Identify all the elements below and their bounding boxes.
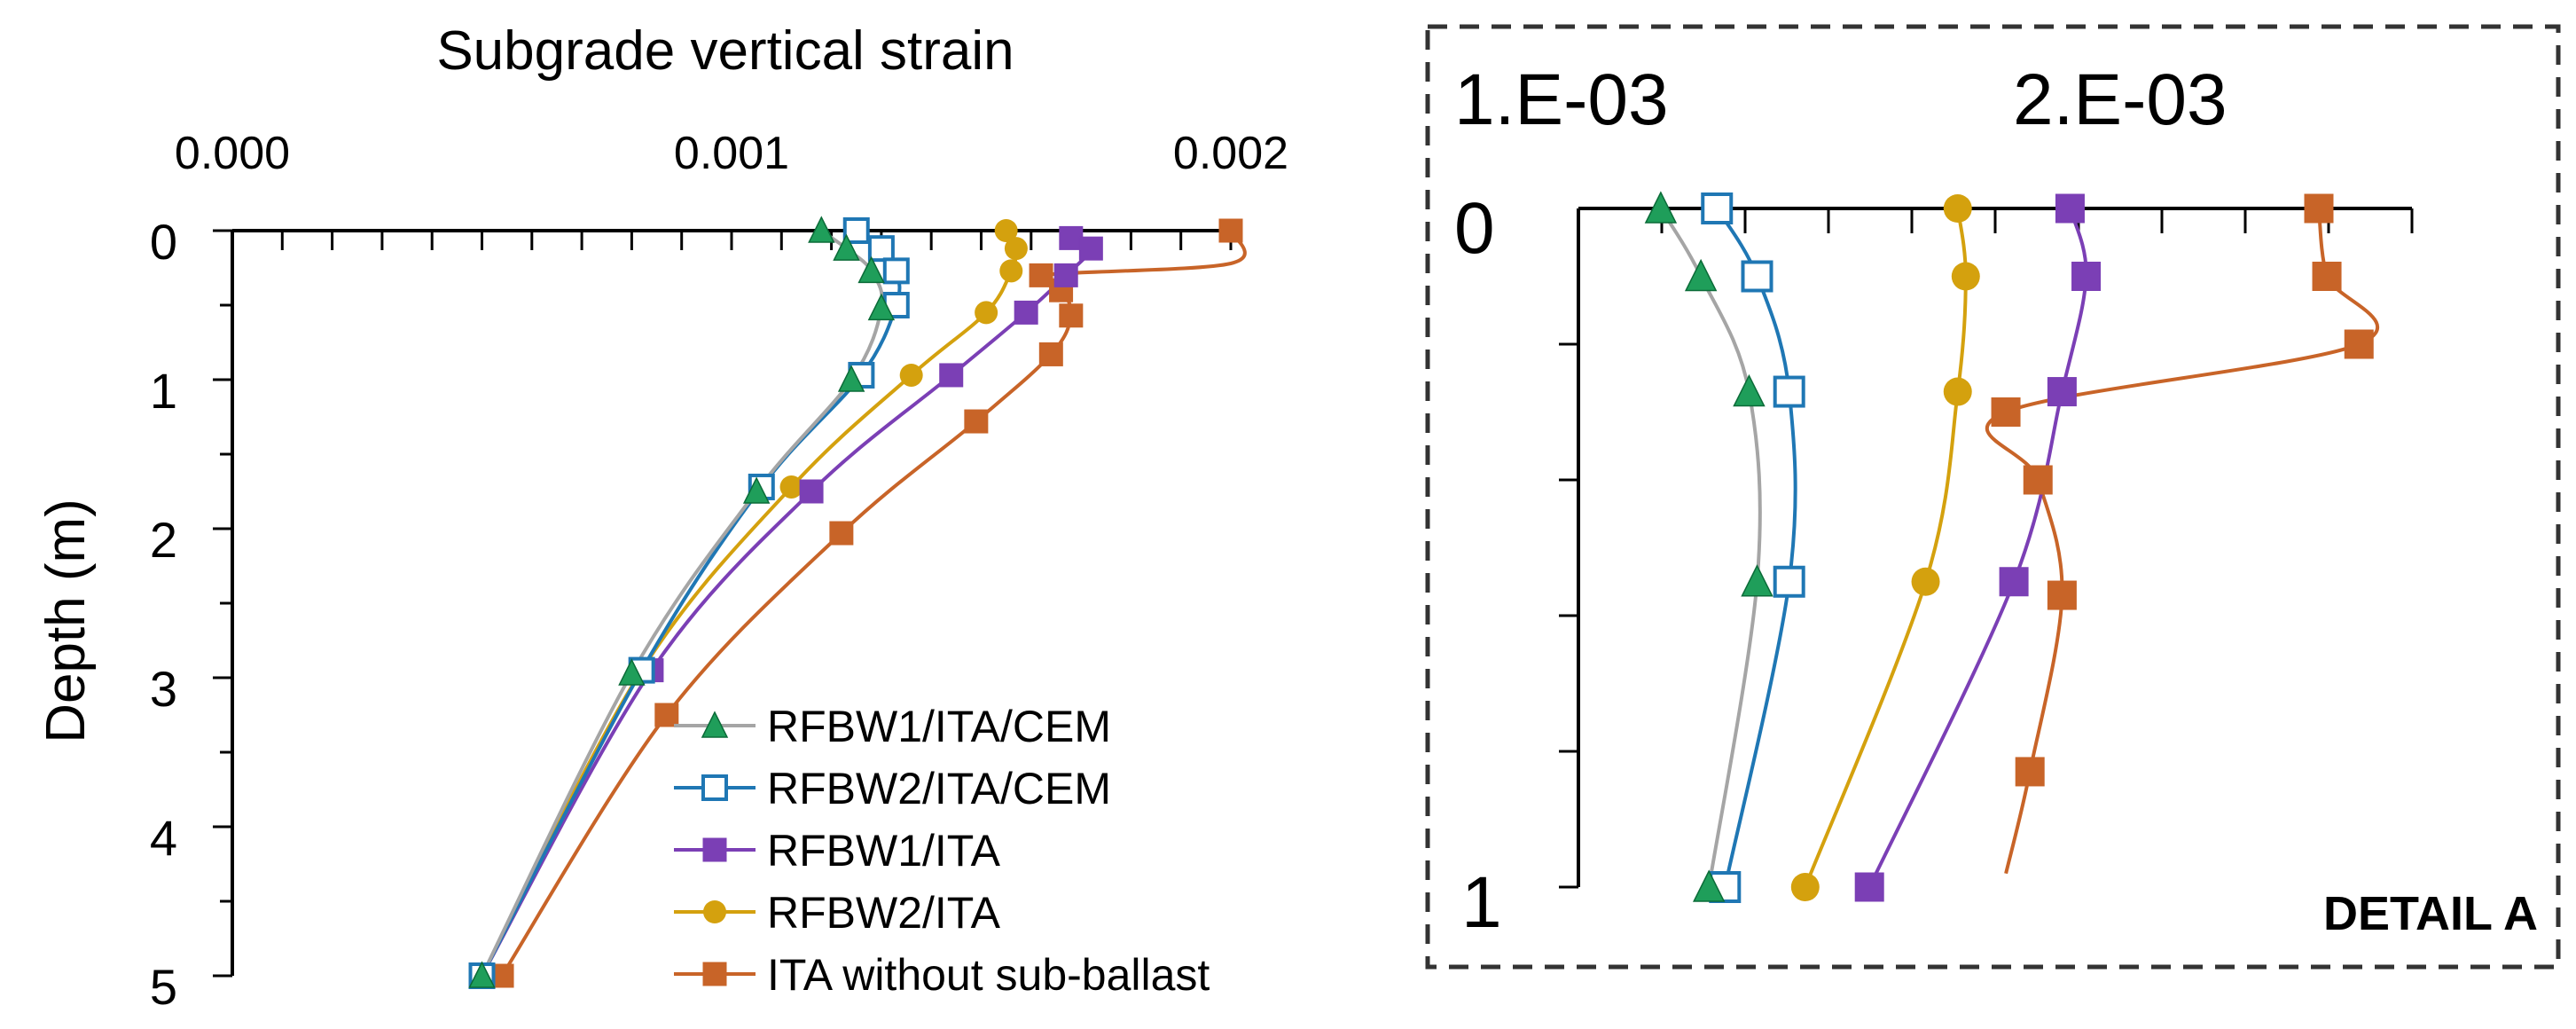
- data-point-marker: [867, 235, 895, 263]
- series-line: [480, 229, 884, 977]
- y-tick-label: 0: [150, 214, 177, 270]
- data-point-marker: [867, 293, 896, 321]
- data-point-marker: [701, 711, 729, 738]
- data-point-marker: [1943, 194, 1972, 223]
- data-point-marker: [899, 363, 923, 387]
- data-point-marker: [2071, 262, 2102, 291]
- data-point-marker: [1999, 567, 2029, 597]
- detail-x-tick-label: 1.E-03: [1454, 59, 1669, 140]
- data-point-marker: [975, 301, 998, 325]
- detail-series-line: [1659, 207, 1762, 888]
- data-point-marker: [703, 900, 726, 923]
- data-point-marker: [939, 363, 964, 388]
- data-point-marker: [2055, 193, 2085, 224]
- detail-series-line: [1867, 208, 2088, 888]
- main-series-group: [468, 216, 1247, 989]
- y-tick-label: 3: [150, 661, 177, 717]
- data-point-marker: [1684, 258, 1718, 292]
- y-tick-label: 5: [150, 959, 177, 1015]
- detail-x-tick-label: 2.E-03: [2013, 59, 2228, 140]
- detail-border: [1425, 24, 2561, 970]
- main-chart-title: Subgrade vertical strain: [436, 20, 1014, 82]
- data-point-marker: [1773, 565, 1805, 598]
- data-point-marker: [882, 257, 910, 285]
- data-point-marker: [829, 521, 854, 546]
- detail-panel: 1.E-03 2.E-03 0 1 DETAIL A: [1425, 24, 2561, 970]
- data-point-marker: [702, 962, 727, 986]
- data-point-marker: [618, 658, 646, 686]
- data-point-marker: [799, 479, 824, 504]
- data-point-marker: [842, 217, 870, 244]
- data-point-marker: [2047, 580, 2077, 610]
- data-point-marker: [1014, 300, 1038, 325]
- data-point-marker: [1741, 260, 1773, 293]
- legend-label: RFBW1/ITA/CEM: [767, 702, 1111, 751]
- data-point-marker: [742, 476, 771, 504]
- y-axis-label: Depth (m): [35, 499, 97, 743]
- data-point-marker: [1004, 237, 1028, 261]
- data-point-marker: [1854, 872, 1884, 902]
- data-point-marker: [468, 961, 496, 988]
- detail-series-line: [1715, 207, 1797, 888]
- x-tick-label: 0.001: [674, 128, 789, 179]
- data-point-marker: [1773, 375, 1805, 408]
- detail-series-line: [1803, 208, 1968, 888]
- data-point-marker: [2312, 262, 2342, 291]
- data-point-marker: [2344, 329, 2374, 359]
- data-point-marker: [1692, 869, 1726, 902]
- data-point-marker: [1991, 397, 2021, 427]
- x-tick-label: 0.002: [1173, 128, 1288, 179]
- data-point-marker: [702, 837, 727, 862]
- main-axes: [213, 229, 1233, 978]
- data-point-marker: [1741, 564, 1773, 597]
- legend: RFBW1/ITA/CEM RFBW2/ITA/CEM RFBW1/ITA RF…: [674, 702, 1210, 1000]
- data-point-marker: [1218, 218, 1243, 243]
- data-point-marker: [1053, 263, 1078, 287]
- data-point-marker: [1038, 342, 1063, 366]
- data-point-marker: [1059, 303, 1084, 328]
- detail-title: DETAIL A: [2323, 887, 2538, 940]
- data-point-marker: [1644, 191, 1678, 224]
- data-point-marker: [1029, 263, 1053, 287]
- detail-series-group: [1644, 191, 2379, 903]
- detail-y-tick-label: 1: [1461, 862, 1502, 943]
- x-tick-label: 0.000: [175, 128, 290, 179]
- data-point-marker: [2304, 193, 2334, 224]
- data-point-marker: [779, 475, 803, 499]
- legend-label: RFBW1/ITA: [767, 826, 1001, 876]
- data-point-marker: [1951, 262, 1980, 291]
- y-tick-label: 1: [150, 363, 177, 419]
- data-point-marker: [1701, 192, 1734, 224]
- data-point-marker: [654, 703, 679, 727]
- data-point-marker: [833, 233, 860, 261]
- data-point-marker: [837, 365, 865, 392]
- data-point-marker: [999, 259, 1023, 283]
- legend-label: ITA without sub-ballast: [767, 950, 1210, 1000]
- data-point-marker: [1790, 873, 1820, 901]
- main-chart: Subgrade vertical strain 0.000 0.001 0.0…: [35, 20, 1288, 1015]
- detail-y-tick-label: 0: [1454, 188, 1495, 269]
- data-point-marker: [2015, 757, 2045, 787]
- data-point-marker: [808, 216, 835, 243]
- data-point-marker: [994, 219, 1018, 242]
- data-point-marker: [2047, 377, 2077, 407]
- data-point-marker: [964, 409, 989, 434]
- data-point-marker: [857, 255, 885, 284]
- data-point-marker: [2023, 465, 2053, 495]
- data-point-marker: [1078, 236, 1103, 261]
- detail-axes: [1559, 207, 2414, 889]
- y-tick-label: 4: [150, 810, 177, 866]
- y-tick-label: 2: [150, 512, 177, 568]
- detail-series-line: [1985, 208, 2379, 875]
- data-point-marker: [1733, 373, 1766, 407]
- legend-label: RFBW2/ITA/CEM: [767, 764, 1111, 813]
- data-point-marker: [701, 774, 728, 801]
- data-point-marker: [1943, 377, 1972, 406]
- data-point-marker: [1911, 567, 1940, 596]
- legend-label: RFBW2/ITA: [767, 888, 1001, 938]
